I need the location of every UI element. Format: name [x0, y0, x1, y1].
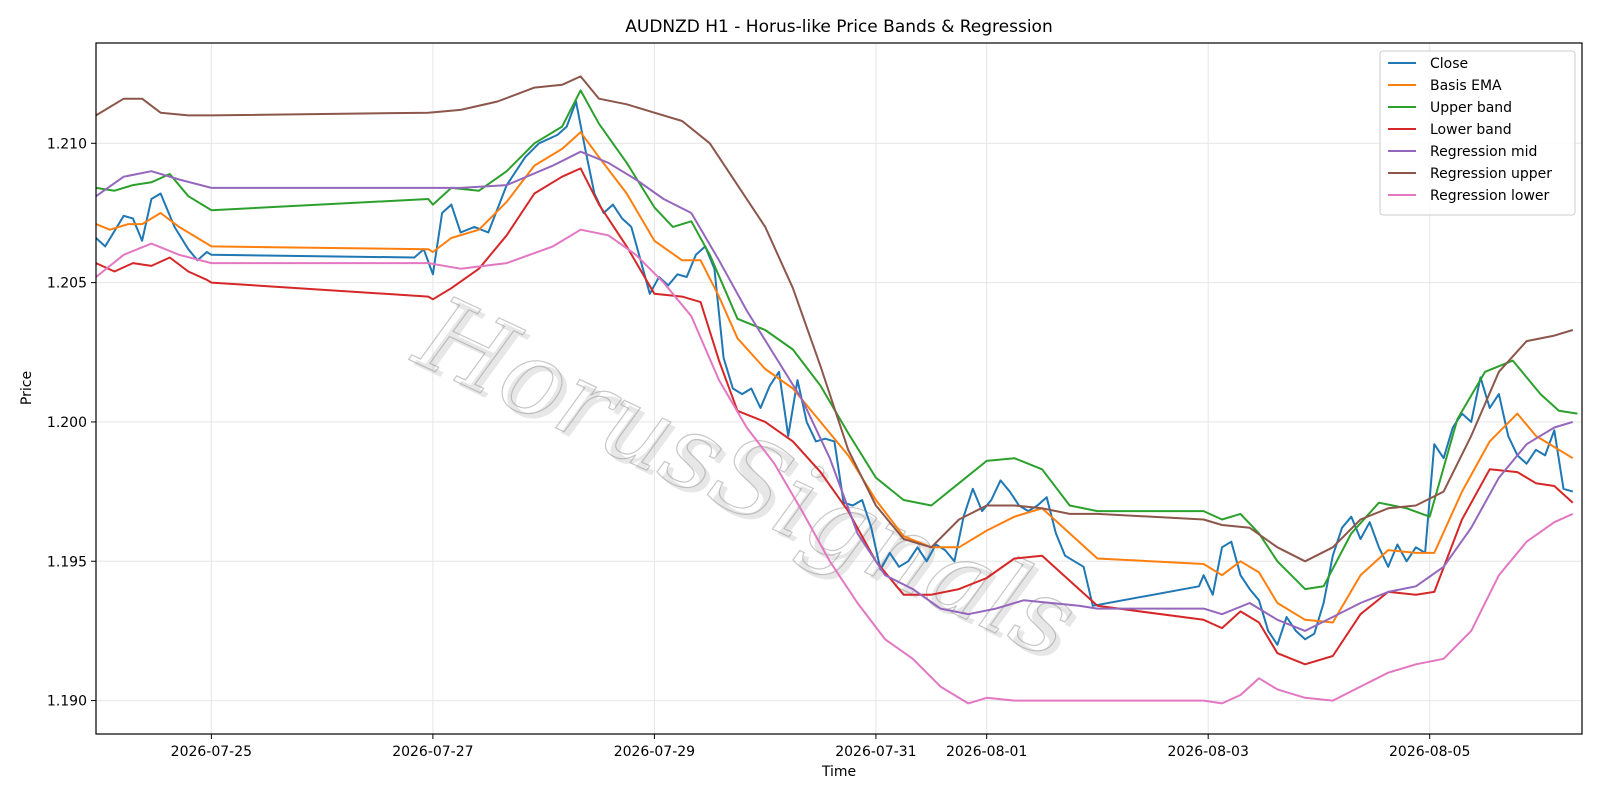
x-tick-label: 2026-08-03: [1168, 744, 1249, 760]
legend-label-upper-band: Upper band: [1430, 100, 1512, 116]
legend-label-basis-ema: Basis EMA: [1430, 78, 1502, 94]
series-line-close: [95, 100, 1574, 646]
legend-label-regression-upper: Regression upper: [1430, 166, 1552, 182]
series-line-lower-band: [95, 167, 1574, 666]
series-line-upper-band: [95, 89, 1578, 591]
x-tick-label: 2026-07-27: [392, 744, 473, 760]
legend: Close Basis EMA Upper band Lower band Regres…: [1379, 50, 1576, 216]
legend-frame: [1379, 50, 1576, 216]
series-line-basis-ema: [95, 131, 1574, 624]
y-tick-label: 1.200: [47, 415, 87, 431]
x-tick-label: 2026-07-31: [835, 744, 916, 760]
legend-label-regression-lower: Regression lower: [1430, 188, 1550, 204]
series-layer: [95, 75, 1578, 705]
x-tick-label: 2026-08-05: [1389, 744, 1470, 760]
y-tick-label: 1.210: [47, 136, 87, 152]
legend-label-close: Close: [1430, 56, 1468, 72]
chart-title: AUDNZD H1 - Horus-like Price Bands & Reg…: [625, 17, 1052, 37]
x-axis-ticks: 2026-07-25 2026-07-27 2026-07-29 2026-07-31…: [171, 734, 1470, 760]
legend-label-regression-mid: Regression mid: [1430, 144, 1537, 160]
plot-frame: [95, 42, 1583, 735]
x-tick-label: 2026-08-01: [946, 744, 1027, 760]
y-axis-ticks: 1.190 1.195 1.200 1.205 1.210: [47, 136, 96, 710]
x-axis-title: Time: [821, 764, 856, 780]
y-tick-label: 1.190: [47, 694, 87, 710]
x-tick-label: 2026-07-29: [614, 744, 695, 760]
y-tick-label: 1.195: [47, 554, 87, 570]
series-line-regression-upper: [95, 75, 1574, 563]
series-line-regression-mid: [95, 150, 1574, 632]
grid-lines: [96, 43, 1582, 734]
y-tick-label: 1.205: [47, 276, 87, 292]
y-axis-title: Price: [19, 371, 35, 405]
x-tick-label: 2026-07-25: [171, 744, 252, 760]
series-line-regression-lower: [95, 228, 1574, 705]
legend-label-lower-band: Lower band: [1430, 122, 1512, 138]
